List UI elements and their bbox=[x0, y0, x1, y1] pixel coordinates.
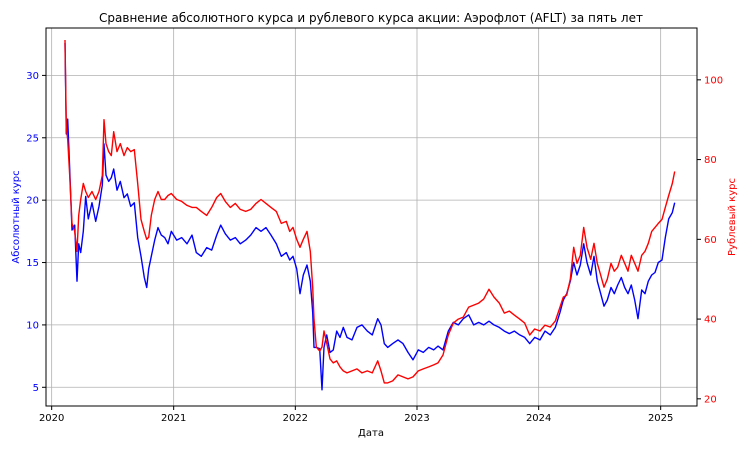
x-axis-label: Дата bbox=[358, 428, 384, 439]
plot-frame bbox=[45, 27, 698, 407]
grid bbox=[46, 28, 697, 406]
y-left-tick-label: 15 bbox=[26, 258, 39, 269]
series-layer bbox=[64, 39, 676, 391]
y-left-tick-label: 20 bbox=[26, 196, 39, 207]
y-axis-left: 5 10 15 20 25 30 bbox=[26, 71, 46, 394]
y-axis-left-label: Абсолютный курс bbox=[11, 170, 22, 263]
y-right-tick-label: 20 bbox=[704, 394, 717, 405]
y-left-tick-label: 10 bbox=[26, 320, 39, 331]
y-right-tick-label: 100 bbox=[704, 75, 723, 86]
y-axis-right: 20 40 60 80 100 bbox=[697, 75, 723, 405]
y-axis-right-label: Рублевый курс bbox=[727, 178, 738, 256]
x-tick-label: 2023 bbox=[404, 413, 429, 424]
x-axis: 2020 2021 2022 2023 2024 2025 bbox=[39, 406, 673, 424]
y-left-tick-label: 25 bbox=[26, 133, 39, 144]
chart-title: Сравнение абсолютного курса и рублевого … bbox=[99, 11, 643, 25]
x-tick-label: 2020 bbox=[39, 413, 64, 424]
x-tick-label: 2024 bbox=[526, 413, 551, 424]
series-line-right bbox=[64, 39, 676, 384]
y-right-tick-label: 40 bbox=[704, 315, 717, 326]
y-right-tick-label: 60 bbox=[704, 235, 717, 246]
y-right-tick-label: 80 bbox=[704, 155, 717, 166]
y-left-tick-label: 5 bbox=[33, 383, 39, 394]
y-left-tick-label: 30 bbox=[26, 71, 39, 82]
series-line-left bbox=[64, 42, 676, 391]
x-tick-label: 2022 bbox=[283, 413, 308, 424]
x-tick-label: 2025 bbox=[648, 413, 673, 424]
x-tick-label: 2021 bbox=[161, 413, 186, 424]
